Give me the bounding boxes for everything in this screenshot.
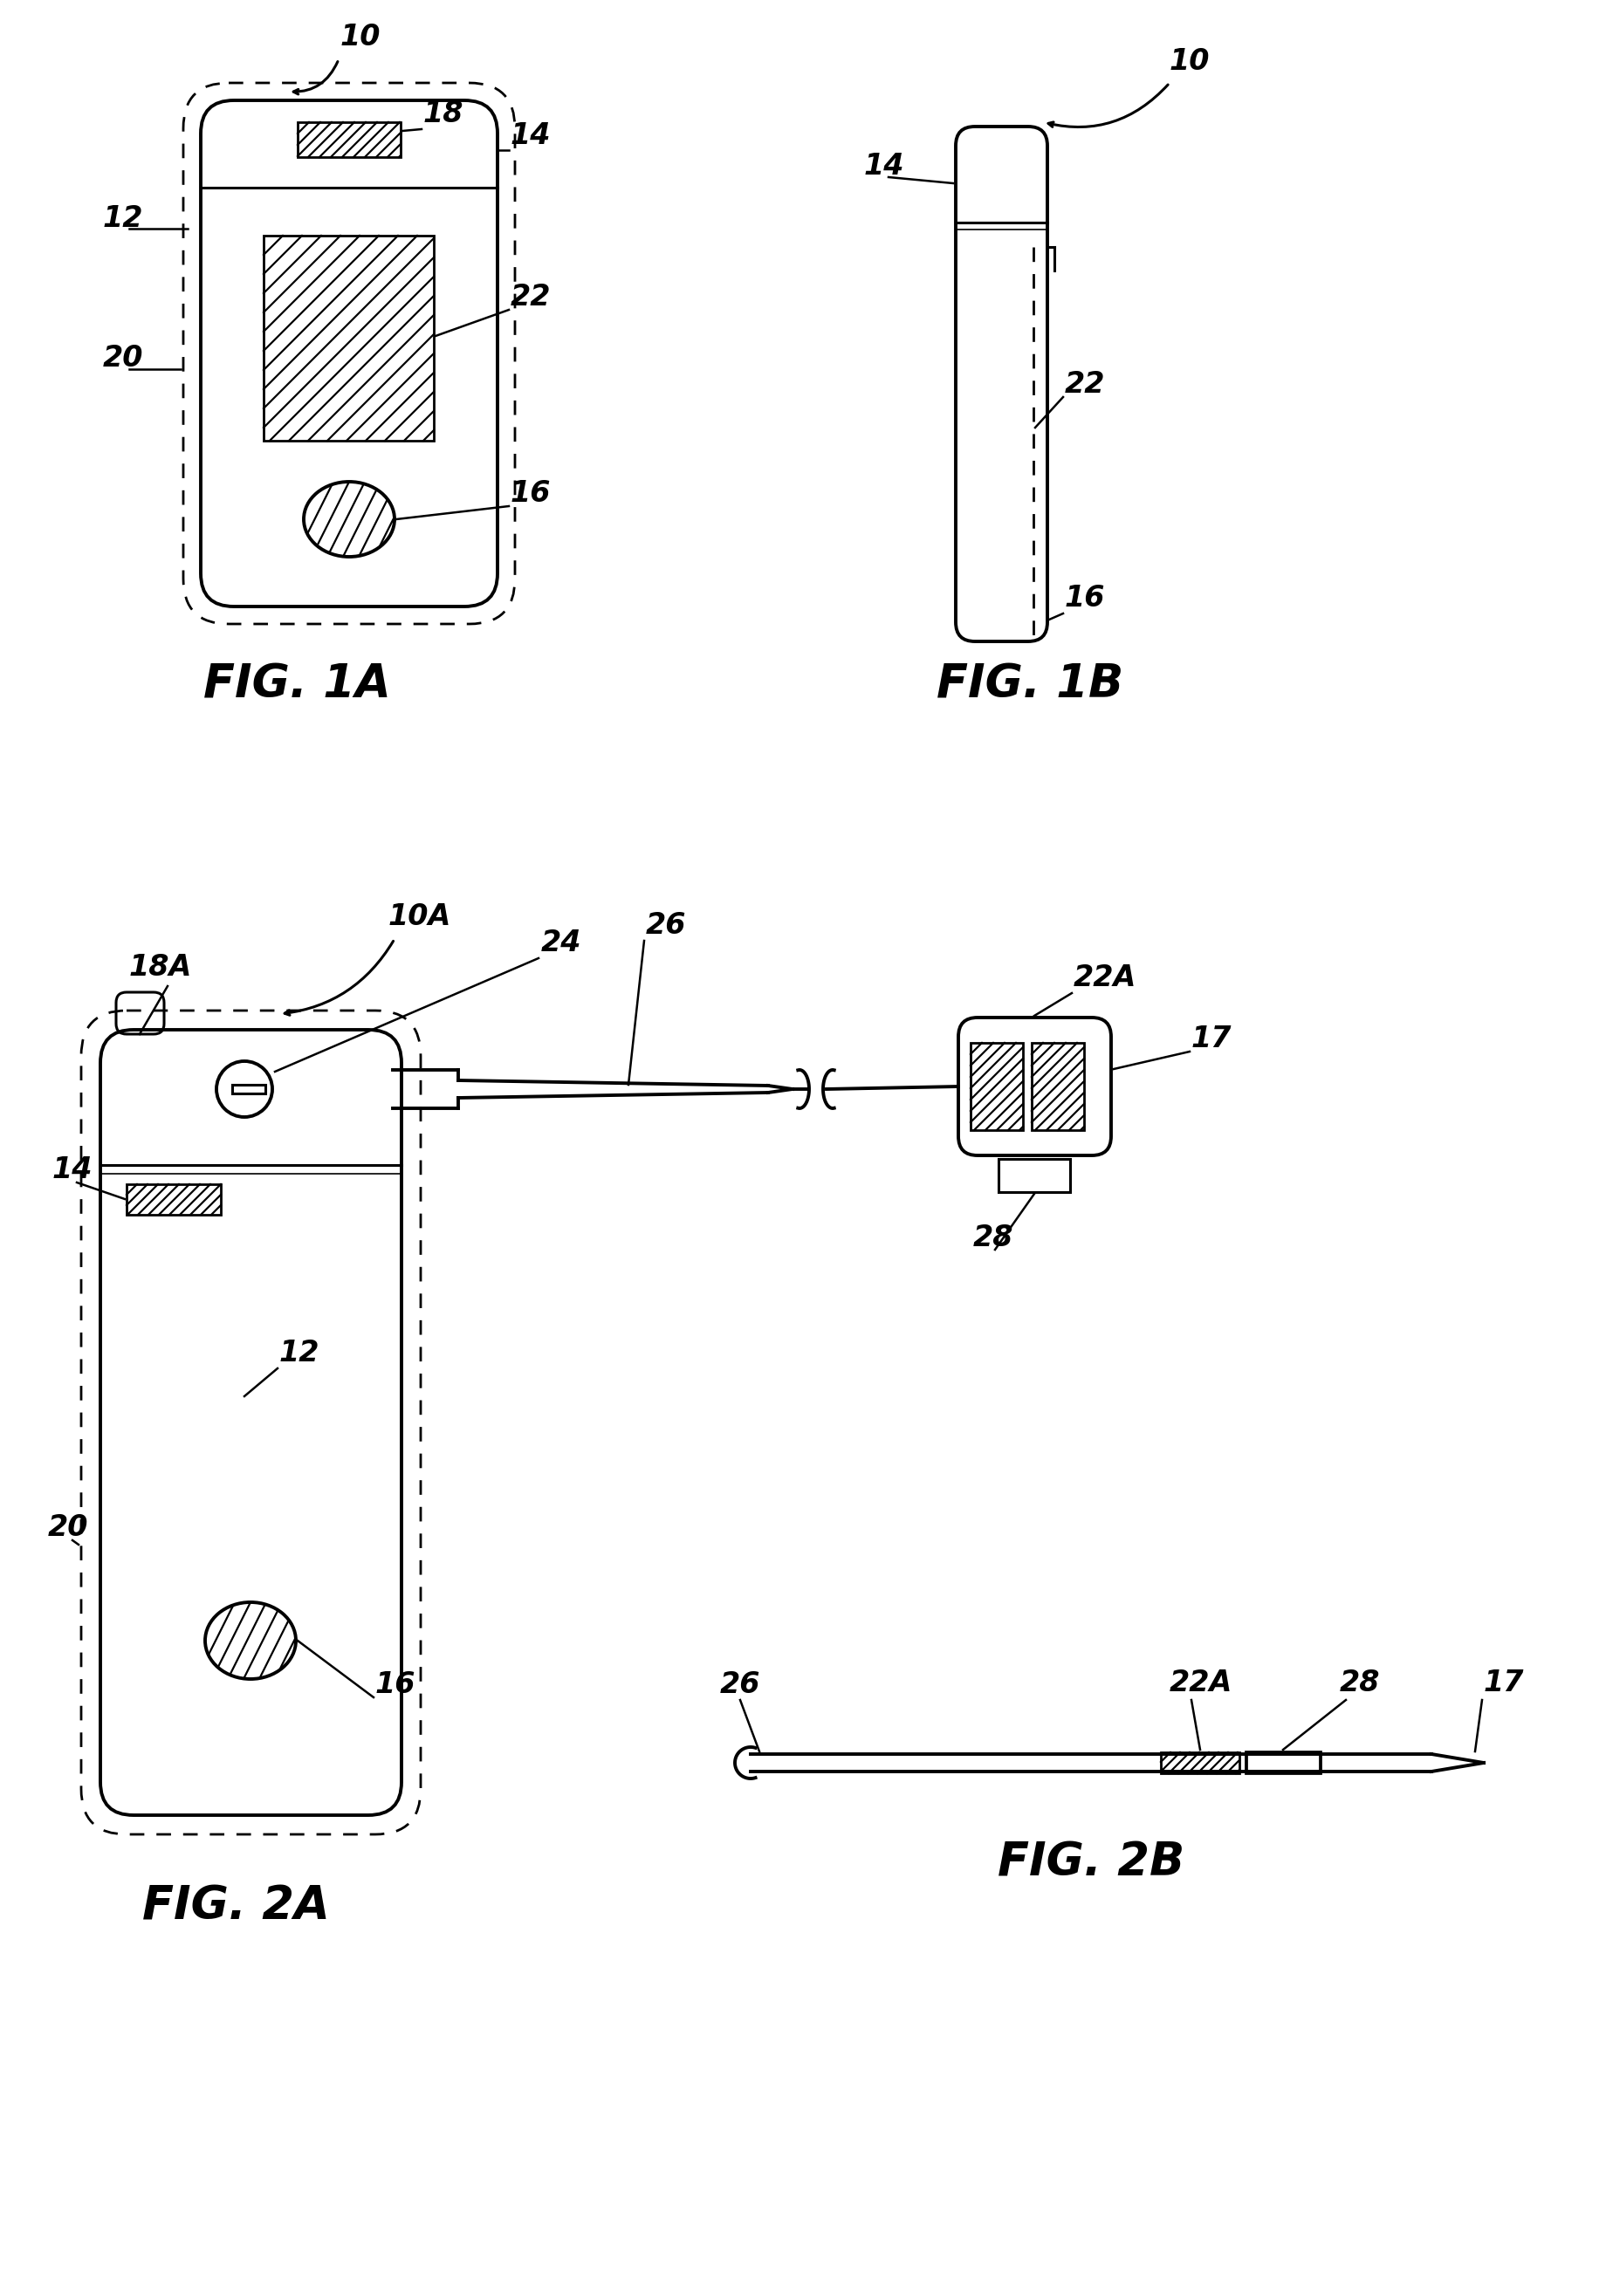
Text: FIG. 2B: FIG. 2B bbox=[996, 1841, 1183, 1885]
Bar bbox=[297, 122, 400, 156]
Text: 16: 16 bbox=[376, 1669, 416, 1699]
Text: 10: 10 bbox=[1169, 48, 1209, 76]
Text: FIG. 1A: FIG. 1A bbox=[203, 661, 390, 707]
Bar bbox=[971, 1042, 1022, 1130]
Bar bbox=[1161, 1752, 1239, 1773]
Text: 16: 16 bbox=[510, 480, 552, 507]
Text: 10: 10 bbox=[341, 23, 381, 51]
Bar bbox=[232, 1084, 265, 1093]
Text: 17: 17 bbox=[1482, 1669, 1524, 1697]
Text: 10A: 10A bbox=[389, 902, 451, 932]
Text: 20: 20 bbox=[102, 344, 144, 372]
Text: 26: 26 bbox=[646, 912, 686, 939]
Text: 20: 20 bbox=[48, 1513, 88, 1543]
Text: 18: 18 bbox=[424, 99, 464, 129]
Text: 12: 12 bbox=[102, 204, 144, 232]
Text: 22A: 22A bbox=[1073, 964, 1137, 992]
Bar bbox=[264, 236, 433, 441]
Text: 14: 14 bbox=[863, 152, 903, 181]
Text: FIG. 1B: FIG. 1B bbox=[935, 661, 1122, 707]
Text: FIG. 2A: FIG. 2A bbox=[142, 1885, 329, 1929]
Text: 16: 16 bbox=[1065, 583, 1105, 613]
Bar bbox=[1246, 1752, 1319, 1773]
Bar bbox=[1031, 1042, 1084, 1130]
Text: 14: 14 bbox=[53, 1155, 93, 1185]
Text: 12: 12 bbox=[280, 1339, 320, 1368]
Text: 22A: 22A bbox=[1169, 1669, 1233, 1697]
Text: 18A: 18A bbox=[130, 953, 192, 983]
Bar bbox=[126, 1185, 221, 1215]
Text: 26: 26 bbox=[720, 1669, 760, 1699]
Text: 28: 28 bbox=[1338, 1669, 1380, 1697]
Text: 17: 17 bbox=[1191, 1024, 1231, 1054]
Bar bbox=[998, 1159, 1070, 1192]
Text: 22: 22 bbox=[510, 282, 552, 312]
Text: 14: 14 bbox=[510, 122, 552, 149]
Text: 22: 22 bbox=[1065, 370, 1105, 400]
Text: 24: 24 bbox=[540, 928, 582, 957]
Text: 28: 28 bbox=[972, 1224, 1014, 1251]
